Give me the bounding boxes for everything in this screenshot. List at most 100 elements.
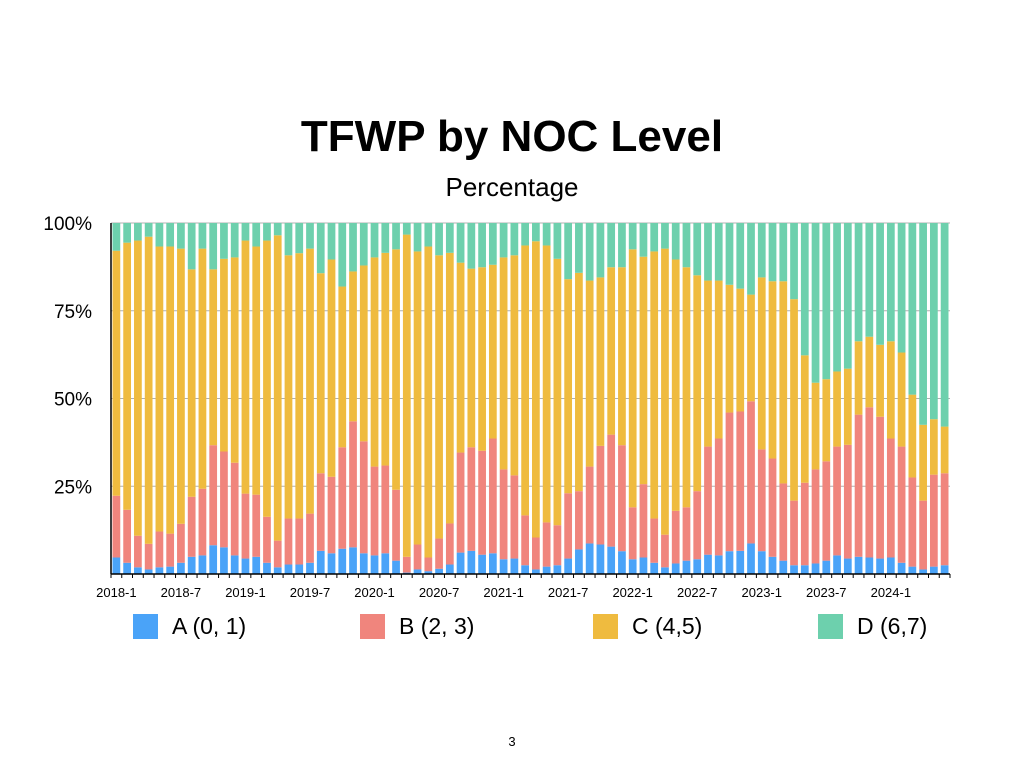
bar-segment-c (876, 344, 884, 417)
bar-segment-d (316, 223, 325, 274)
bar-segment-b (359, 441, 368, 554)
bar-segment-c (897, 352, 906, 447)
bar-segment-d (779, 223, 788, 282)
bar-segment-b (230, 462, 239, 556)
bar-segment-b (833, 446, 841, 556)
bar-segment-a (370, 555, 379, 574)
x-tick-label: 2023-7 (806, 585, 846, 600)
bar-segment-c (940, 426, 949, 474)
bar-segment-c (639, 256, 648, 485)
bar-segment-d (402, 223, 411, 235)
bar-segment-c (187, 269, 196, 497)
bar-segment-d (865, 223, 874, 337)
bar-segment-c (790, 299, 798, 501)
bar-segment-c (607, 267, 616, 435)
bar-segment-b (929, 474, 938, 567)
bar-segment-a (187, 556, 196, 574)
bar-segment-d (757, 223, 766, 278)
bar-segment-b (134, 535, 142, 568)
y-tick-label: 50% (54, 390, 92, 411)
bar-segment-a (241, 558, 250, 574)
bar-segment-b (843, 444, 852, 559)
bar-segment-b (757, 449, 766, 552)
bar-segment-d (220, 223, 228, 259)
bar-segment-a (467, 550, 476, 574)
bar-segment-b (607, 434, 616, 547)
bar-segment-c (768, 281, 777, 459)
x-tick-label: 2021-1 (483, 585, 523, 600)
bar-segment-a (671, 563, 680, 574)
bar-segment-a (865, 557, 874, 574)
bar-segment-c (456, 262, 465, 453)
bar-segment-d (349, 223, 357, 272)
bar-segment-a (800, 565, 809, 574)
bar-segment-b (521, 515, 529, 566)
legend-item-c: C (4,5) (593, 612, 702, 640)
bar-segment-a (553, 565, 562, 574)
bar-segment-a (628, 559, 637, 574)
bar-segment-c (295, 253, 304, 519)
bar-segment-a (499, 559, 508, 574)
bar-segment-b (865, 407, 874, 558)
bar-segment-c (392, 249, 400, 490)
bar-segment-d (822, 223, 831, 380)
bar-segment-a (349, 547, 357, 574)
bar-segment-d (553, 223, 562, 259)
bar-segment-b (284, 518, 293, 565)
bar-segment-b (370, 466, 379, 556)
bar-segment-a (564, 558, 573, 574)
bar-segment-c (198, 248, 207, 489)
bar-segment-a (252, 556, 261, 574)
bar-segment-d (424, 223, 433, 247)
bar-segment-d (876, 223, 884, 345)
bar-segment-b (209, 445, 218, 546)
bar-segment-a (112, 557, 121, 574)
bar-segment-a (897, 562, 906, 574)
bar-segment-a (123, 562, 132, 574)
bar-segment-c (736, 288, 745, 412)
bar-segment-a (532, 569, 540, 574)
bar-segment-d (628, 223, 637, 250)
bar-segment-b (811, 469, 820, 564)
bar-segment-d (854, 223, 863, 342)
bar-segment-d (392, 223, 400, 250)
bar-segment-c (381, 252, 390, 466)
bar-segment-c (682, 267, 691, 508)
legend-swatch-a (133, 613, 158, 639)
bar-segment-c (833, 371, 841, 447)
bar-segment-c (532, 241, 540, 538)
bar-segment-b (908, 477, 917, 567)
bar-segment-c (596, 277, 605, 446)
bar-segment-c (693, 275, 702, 492)
bar-segment-a (790, 565, 798, 574)
bar-segment-a (295, 564, 304, 574)
bar-segment-d (488, 223, 497, 265)
bar-segment-b (596, 445, 605, 545)
bar-segment-c (865, 336, 874, 408)
bar-segment-a (230, 555, 239, 574)
bar-segment-a (144, 569, 153, 574)
bar-segment-b (177, 523, 185, 563)
bar-segment-b (402, 556, 411, 573)
bar-segment-b (467, 447, 476, 551)
chart-subtitle: Percentage (445, 172, 579, 202)
bar-segment-b (198, 488, 207, 556)
bar-segment-d (435, 223, 443, 256)
bar-segment-c (650, 251, 659, 519)
legend-swatch-b (360, 613, 385, 639)
bar-segment-b (166, 533, 175, 567)
bar-segment-d (327, 223, 336, 260)
bar-segment-b (155, 531, 164, 568)
bar-segment-a (338, 548, 347, 574)
legend-item-b: B (2, 3) (360, 612, 474, 640)
legend-label-d: D (6,7) (857, 612, 928, 639)
bar-segment-d (187, 223, 196, 270)
bar-segment-b (252, 494, 261, 557)
bar-segment-d (908, 223, 917, 395)
bar-segment-b (575, 491, 583, 550)
bar-segment-b (187, 496, 196, 557)
bar-segment-b (919, 500, 927, 570)
bar-segment-c (757, 277, 766, 450)
bar-segment-d (585, 223, 594, 281)
bar-segment-d (661, 223, 669, 249)
